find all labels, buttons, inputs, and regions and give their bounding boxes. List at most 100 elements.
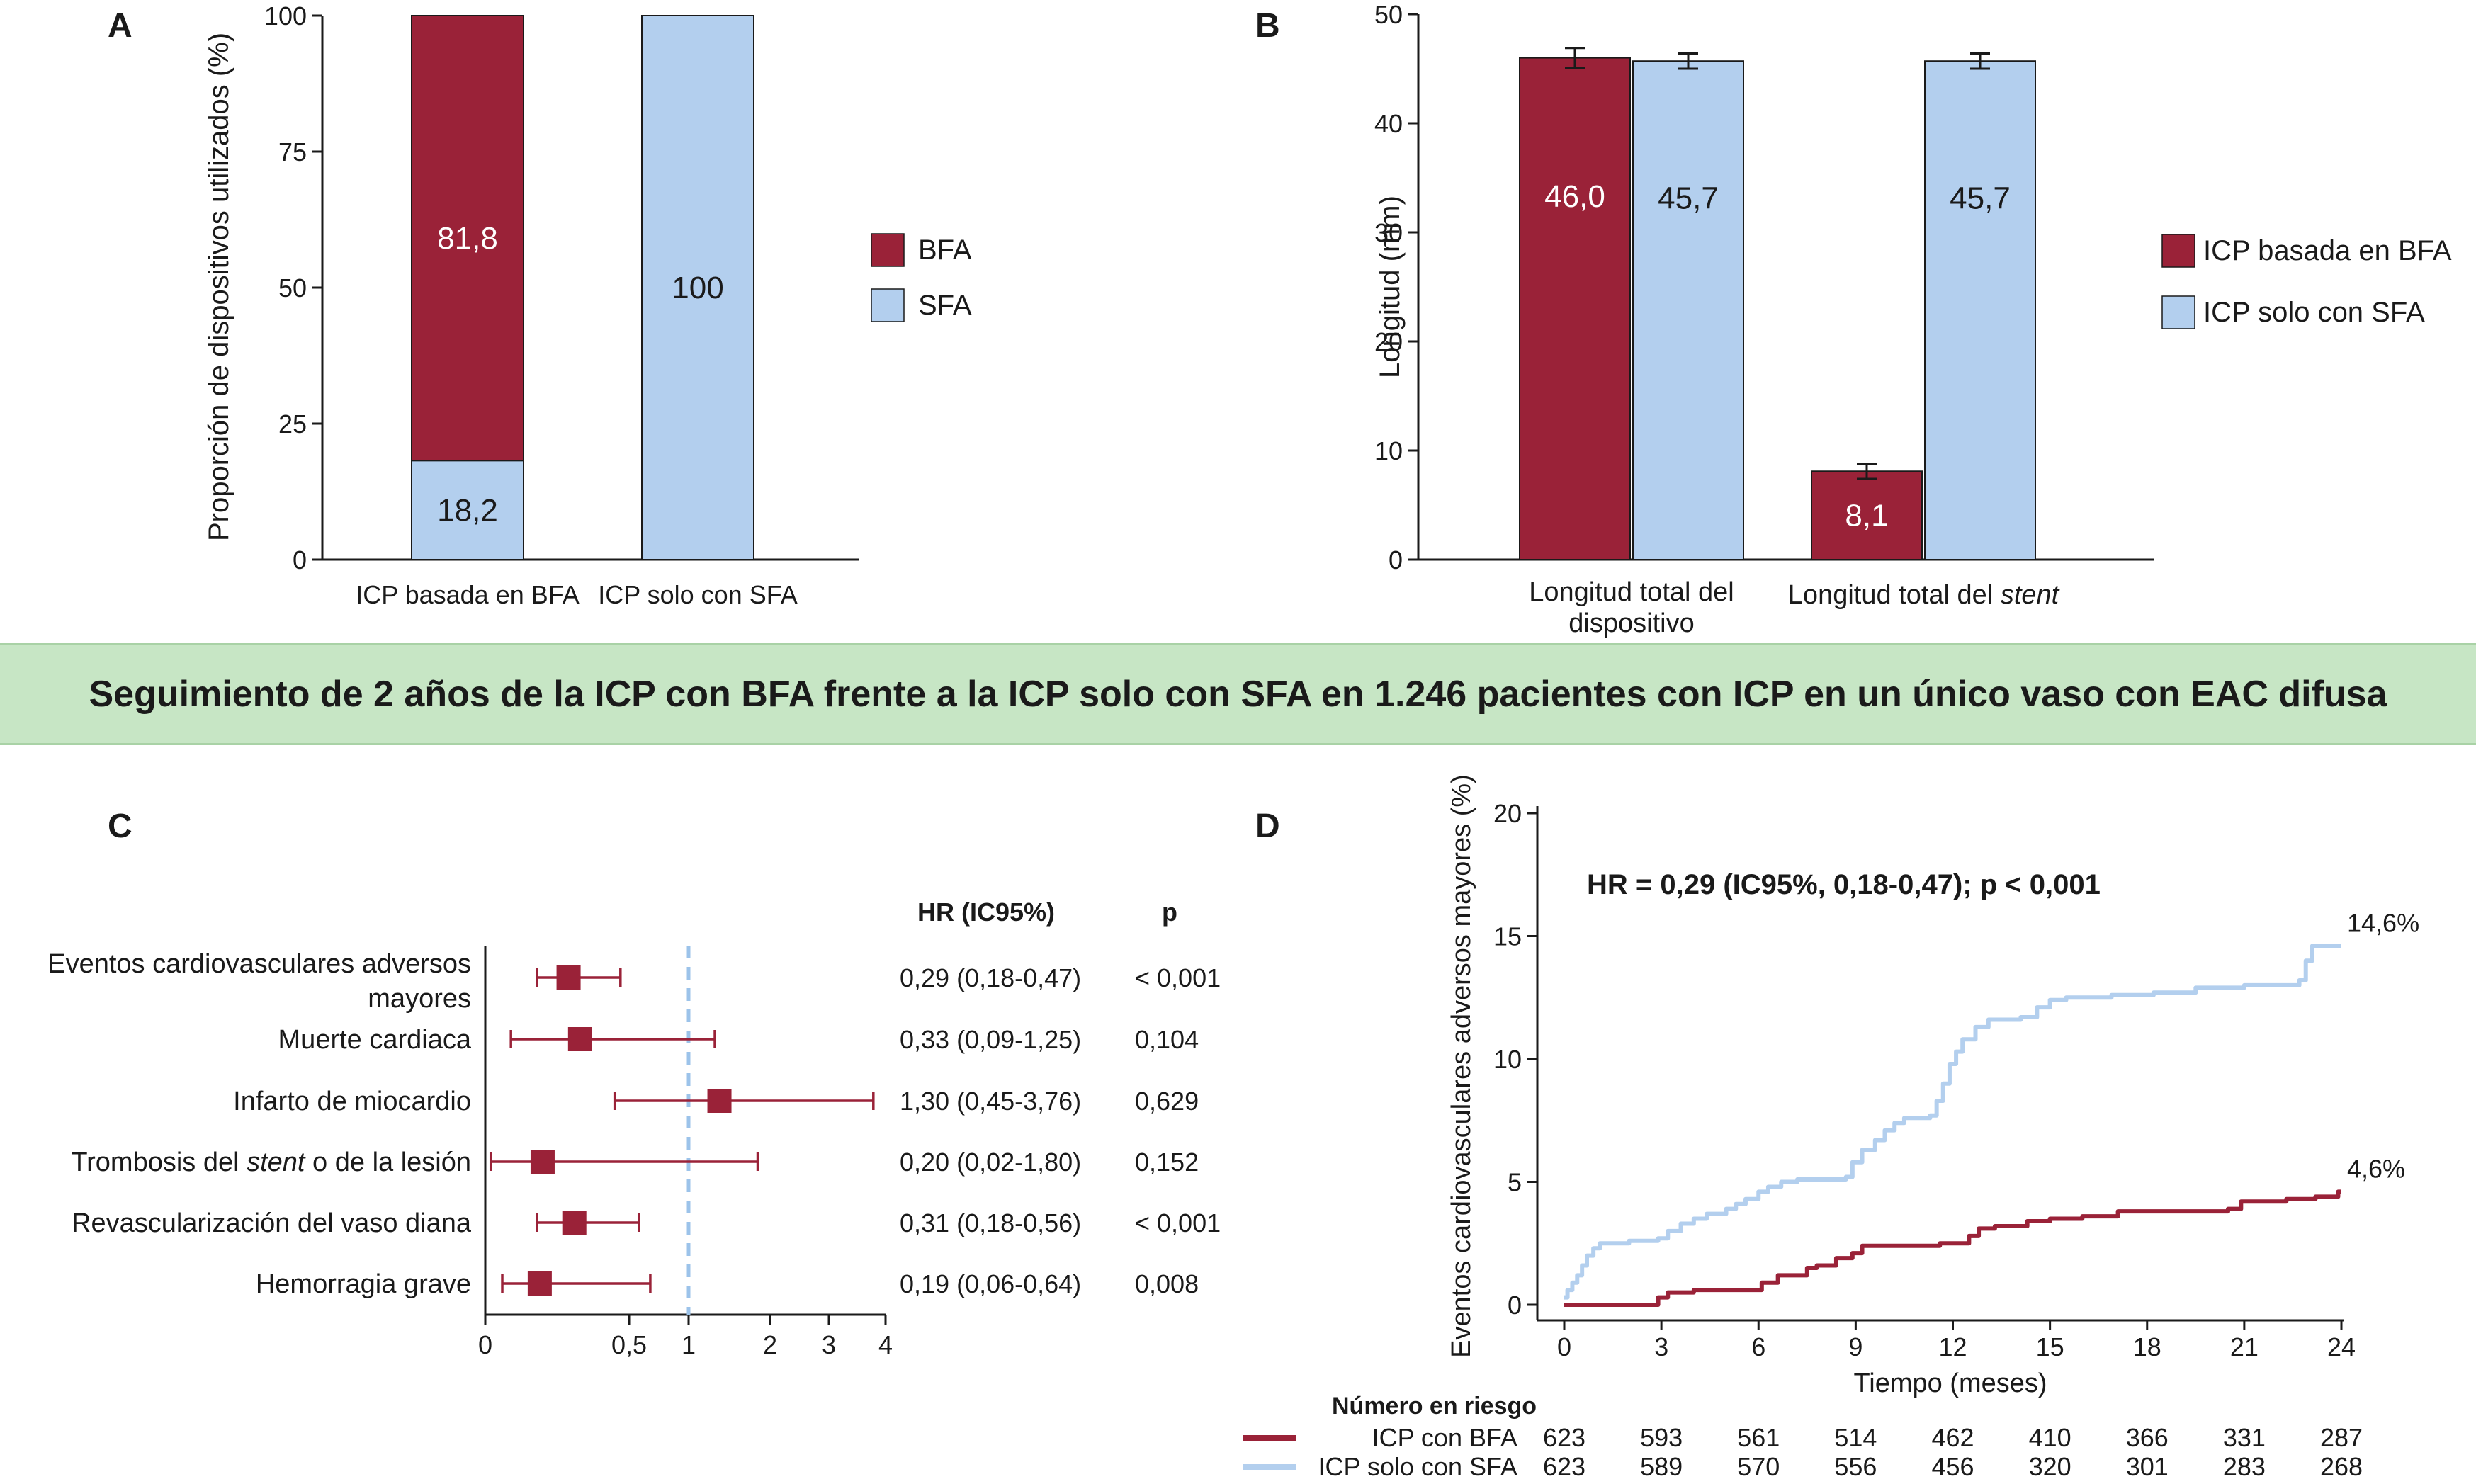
d-risk-value: 320 — [2029, 1452, 2071, 1481]
b-y-tick-label: 0 — [1389, 545, 1403, 574]
c-x-tick-label: 1 — [682, 1330, 696, 1359]
d-risk-value: 514 — [1834, 1423, 1877, 1452]
d-series-end-label: 14,6% — [2347, 908, 2419, 937]
d-y-tick-label: 20 — [1493, 799, 1522, 828]
c-hr-marker — [567, 1027, 592, 1051]
c-hr-marker — [556, 965, 581, 990]
a-legend-label: BFA — [918, 234, 972, 266]
b-legend-label: ICP basada en BFA — [2203, 235, 2452, 266]
d-annotation: HR = 0,29 (IC95%, 0,18-0,47); p < 0,001 — [1587, 869, 2101, 900]
b-bar-value-label: 45,7 — [1658, 181, 1719, 215]
a-bar-sfa — [641, 15, 754, 560]
b-bar-value-label: 45,7 — [1950, 181, 2011, 215]
c-row-label: Eventos cardiovasculares adversos — [47, 949, 471, 979]
d-y-tick-label: 5 — [1508, 1168, 1522, 1197]
b-y-tick-label: 30 — [1374, 218, 1403, 247]
d-x-tick-label: 15 — [2036, 1332, 2064, 1361]
banner-title: Seguimiento de 2 años de la ICP con BFA … — [89, 674, 2387, 715]
a-y-tick-label: 75 — [278, 137, 307, 166]
b-legend-swatch — [2161, 234, 2195, 268]
d-y-tick-label: 10 — [1493, 1045, 1522, 1074]
panel-c-label: C — [108, 808, 132, 845]
a-x-tick-label: ICP basada en BFA — [356, 580, 580, 609]
a-y-tick-label: 100 — [264, 1, 307, 30]
c-hr-marker — [562, 1211, 587, 1235]
c-row-label: Infarto de miocardio — [233, 1087, 471, 1116]
c-row-hr-value: 0,33 (0,09-1,25) — [900, 1025, 1081, 1054]
d-risk-value: 410 — [2029, 1423, 2071, 1452]
c-row-label-part: Trombosis del — [71, 1148, 247, 1177]
d-x-tick-label: 12 — [1938, 1332, 1967, 1361]
a-bar-bfa — [411, 15, 524, 462]
d-x-tick-label: 9 — [1848, 1332, 1862, 1361]
d-risk-value: 287 — [2320, 1423, 2363, 1452]
c-row-p-value: < 0,001 — [1135, 1208, 1221, 1237]
b-x-tick-label: dispositivo — [1568, 608, 1694, 638]
c-row-p-value: 0,629 — [1135, 1087, 1199, 1116]
c-row-hr-value: 0,29 (0,18-0,47) — [900, 963, 1081, 992]
b-legend-label: ICP solo con SFA — [2203, 297, 2425, 328]
d-y-tick-label: 15 — [1493, 922, 1522, 951]
panel-b: B 0 10 20 30 40 50 Longitud (mm) 46,0 45,7 8,1 45,7… — [1255, 0, 2452, 638]
d-risk-value: 589 — [1640, 1452, 1683, 1481]
d-series-end-label: 4,6% — [2347, 1154, 2405, 1183]
d-risk-value: 556 — [1834, 1452, 1877, 1481]
b-bar-sfa — [1632, 60, 1744, 561]
b-y-tick-label: 20 — [1374, 327, 1403, 356]
c-row-p-value: < 0,001 — [1135, 963, 1221, 992]
b-y-axis-title: Longitud (mm) — [1374, 196, 1406, 378]
c-row-p-value: 0,104 — [1135, 1025, 1199, 1054]
d-x-tick-label: 18 — [2133, 1332, 2161, 1361]
panel-d: D 0 5 10 15 20 0 3 6 9 12 15 18 21 24 Tiempo (meses) Eve… — [1243, 774, 2419, 1481]
c-hr-marker — [707, 1089, 732, 1113]
c-x-tick-label: 2 — [763, 1330, 777, 1359]
c-x-tick-label: 3 — [822, 1330, 836, 1359]
a-bar-value-label: 81,8 — [437, 221, 498, 256]
a-bar-value-label: 100 — [672, 271, 723, 305]
panel-d-label: D — [1255, 808, 1280, 845]
d-risk-value: 593 — [1640, 1423, 1683, 1452]
panel-a-label: A — [108, 7, 132, 45]
a-y-tick-label: 50 — [278, 273, 307, 302]
a-legend-swatch — [871, 288, 905, 322]
c-row-hr-value: 0,20 (0,02-1,80) — [900, 1148, 1081, 1177]
d-x-tick-label: 6 — [1751, 1332, 1765, 1361]
d-x-tick-label: 3 — [1654, 1332, 1668, 1361]
d-x-axis-title: Tiempo (meses) — [1853, 1369, 2047, 1398]
panel-c: C 0 0,5 1 2 3 4 HR (IC95%) p Eventos cardiovascul… — [47, 808, 1221, 1359]
d-series-line-sfa — [1564, 944, 2341, 1300]
b-bar-value-label: 8,1 — [1845, 499, 1888, 533]
c-row-label: Trombosis del stent o de la lesión — [71, 1148, 471, 1177]
b-y-tick-label: 10 — [1374, 436, 1403, 465]
d-risk-value: 301 — [2126, 1452, 2169, 1481]
c-x-tick-label: 0 — [478, 1330, 492, 1359]
b-y-tick-label: 40 — [1374, 109, 1403, 138]
d-risk-value: 623 — [1543, 1452, 1585, 1481]
d-risk-value: 283 — [2223, 1452, 2266, 1481]
a-y-axis-title: Proporción de dispositivos utilizados (%… — [203, 33, 234, 541]
c-hr-marker — [527, 1271, 552, 1296]
d-series-line-bfa — [1564, 1189, 2341, 1307]
c-row-label: mayores — [368, 984, 471, 1014]
d-y-axis-title: Eventos cardiovasculares adversos mayore… — [1447, 774, 1476, 1358]
d-risk-value: 570 — [1737, 1452, 1780, 1481]
a-legend-label: SFA — [918, 290, 972, 321]
d-x-tick-label: 24 — [2327, 1332, 2356, 1361]
panel-b-label: B — [1255, 7, 1280, 45]
d-risk-value: 561 — [1737, 1423, 1780, 1452]
c-row-label-part: stent — [247, 1148, 306, 1177]
b-bar-value-label: 46,0 — [1544, 179, 1605, 214]
c-row-p-value: 0,008 — [1135, 1269, 1199, 1298]
c-header-hr: HR (IC95%) — [917, 897, 1055, 927]
d-y-tick-label: 0 — [1508, 1291, 1522, 1320]
d-risk-row-name: ICP con BFA — [1372, 1423, 1517, 1452]
c-row-label: Muerte cardiaca — [278, 1025, 472, 1055]
b-x-tick-label: Longitud total del — [1529, 577, 1734, 607]
d-risk-value: 331 — [2223, 1423, 2266, 1452]
d-risk-value: 456 — [1931, 1452, 1974, 1481]
d-x-tick-label: 0 — [1557, 1332, 1571, 1361]
c-hr-marker — [530, 1150, 555, 1174]
b-bar-sfa — [1924, 60, 2036, 561]
d-x-tick-label: 21 — [2230, 1332, 2259, 1361]
c-row-label: Revascularización del vaso diana — [72, 1208, 472, 1238]
